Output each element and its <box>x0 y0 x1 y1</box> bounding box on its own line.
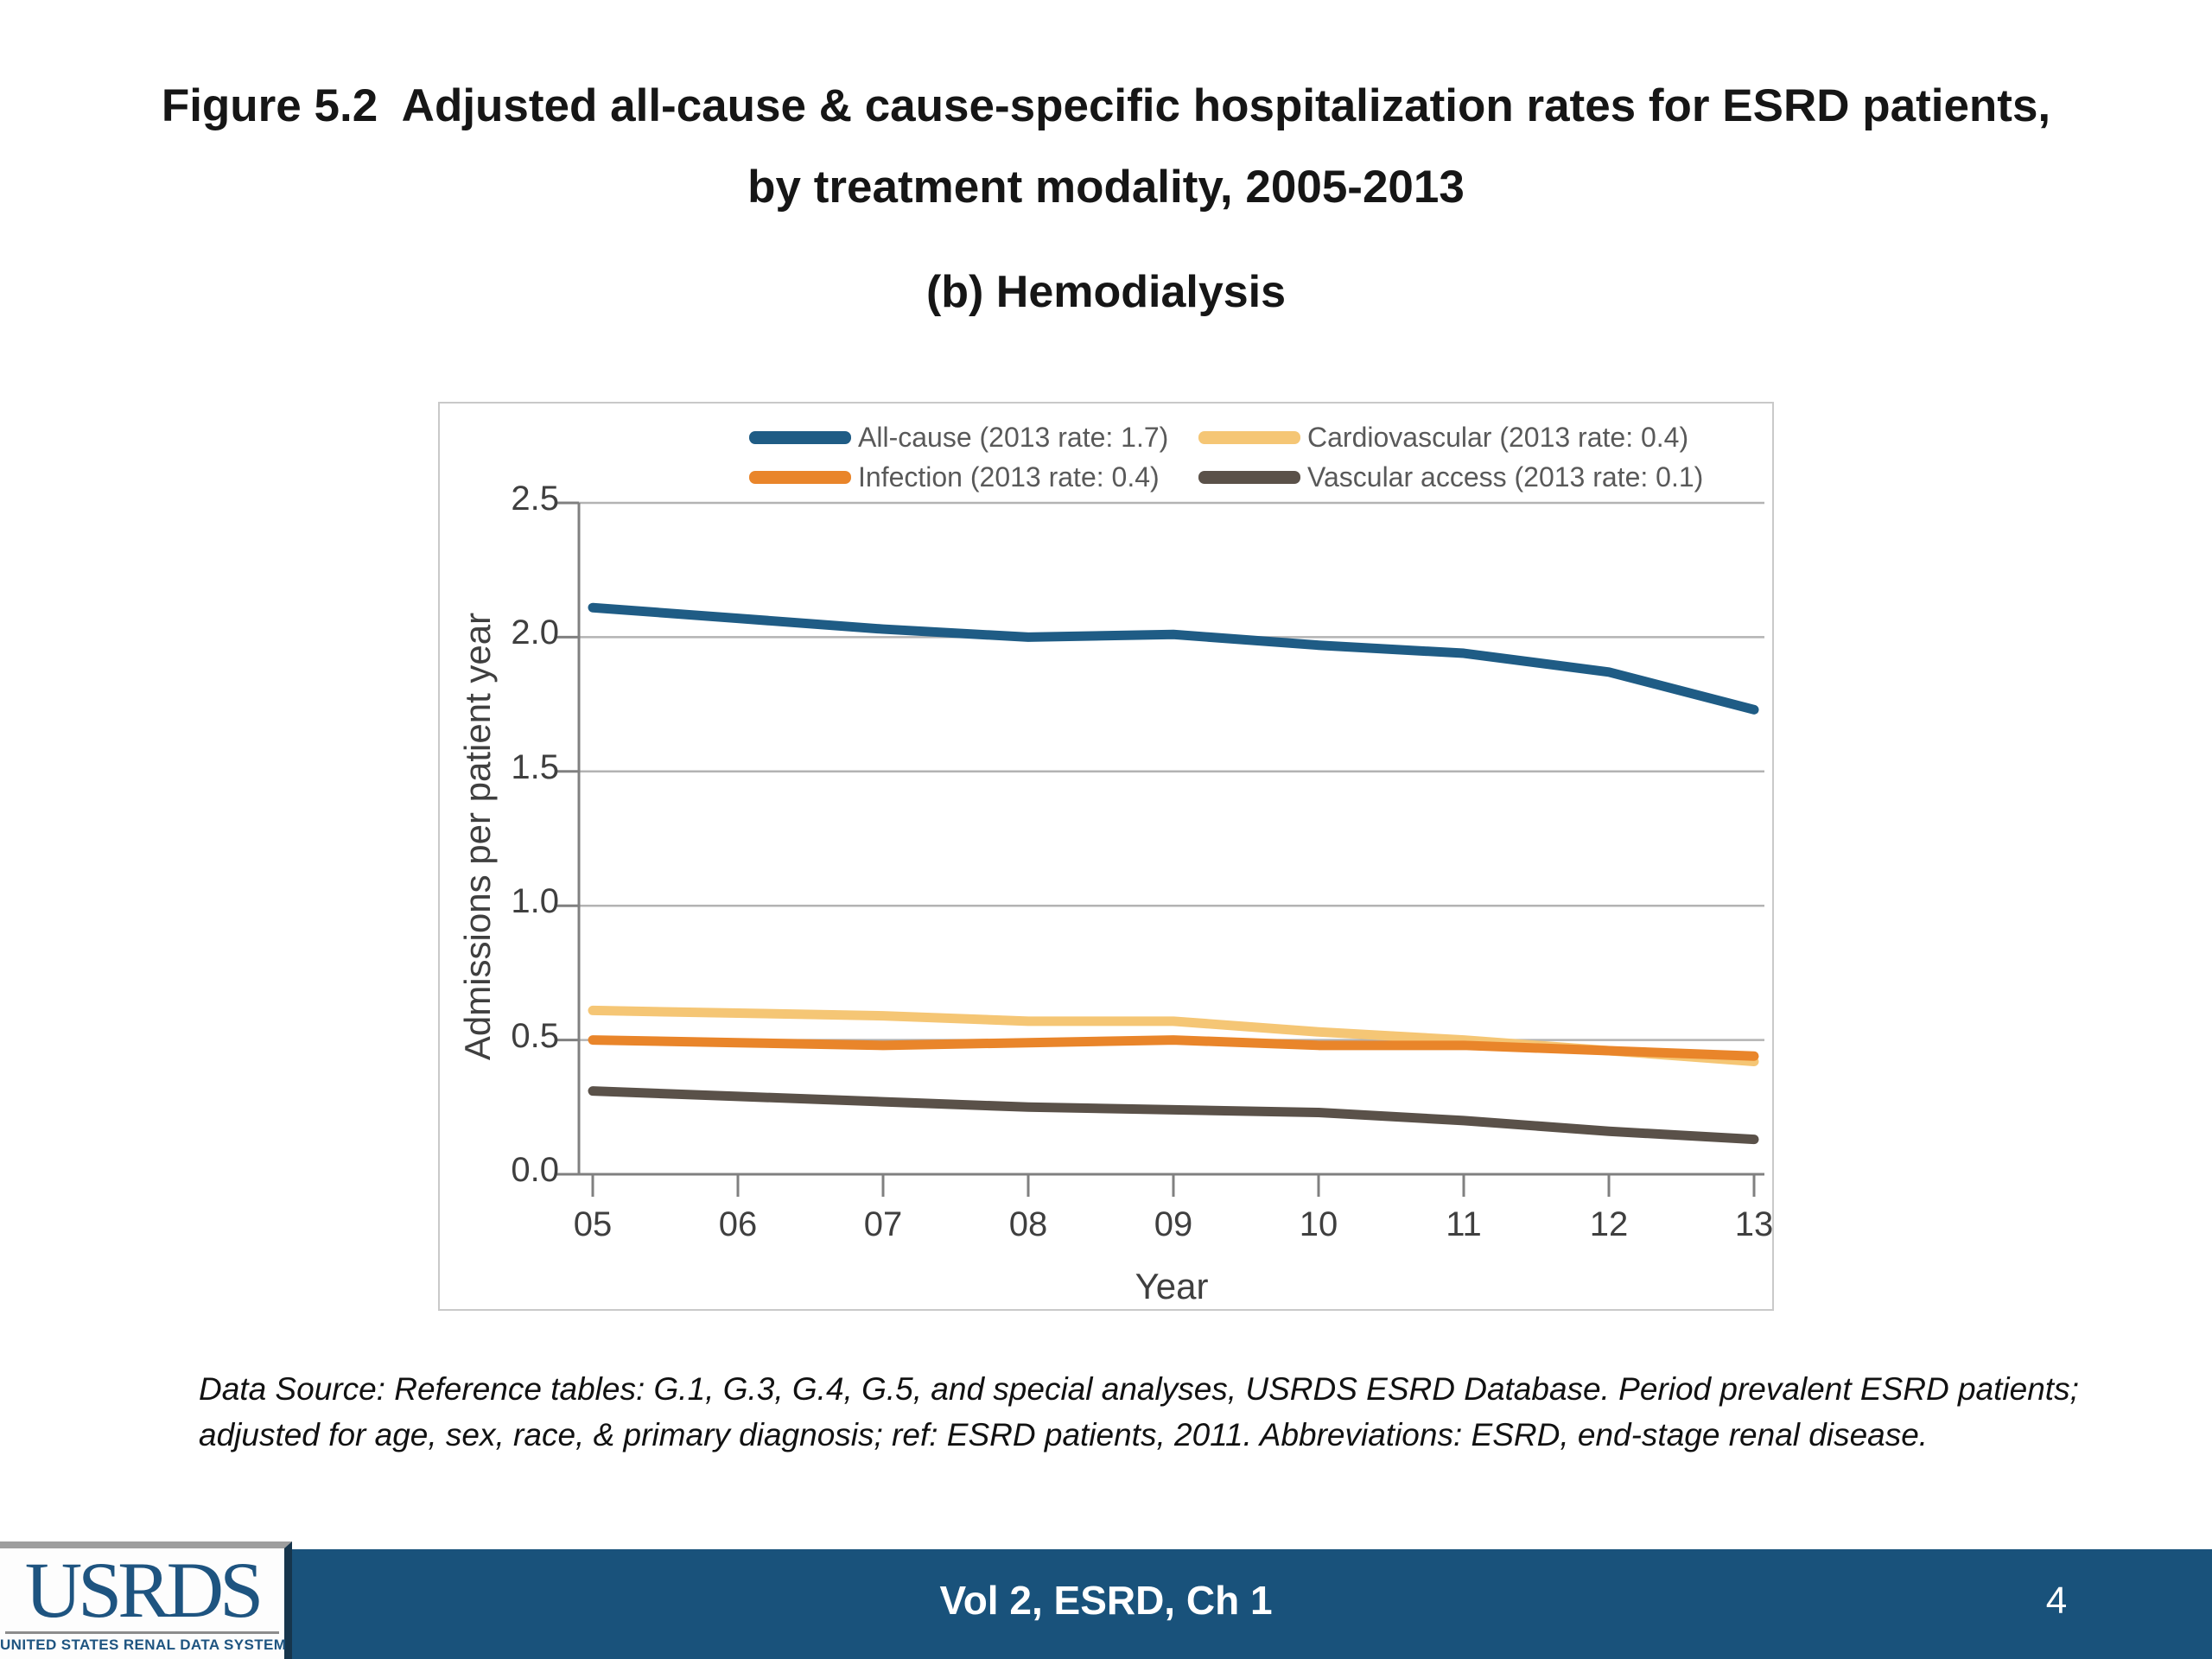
x-axis-title: Year <box>1135 1266 1209 1306</box>
all-cause-line-swatch <box>749 430 851 444</box>
legend-item-infection: Infection (2013 rate: 0.4) <box>749 457 1198 497</box>
usrds-logo: USRDS UNITED STATES RENAL DATA SYSTEM <box>0 1541 292 1659</box>
x-tick-label: 10 <box>1299 1205 1338 1243</box>
legend-label: All-cause (2013 rate: 1.7) <box>858 421 1169 453</box>
x-tick-label: 06 <box>718 1205 758 1243</box>
series-line-2 <box>588 1035 1759 1061</box>
y-tick-label: 2.0 <box>511 613 559 652</box>
usrds-logo-acronym: USRDS <box>24 1546 264 1634</box>
panel-subtitle: (b) Hemodialysis <box>925 267 1287 317</box>
usrds-logo-name: UNITED STATES RENAL DATA SYSTEM <box>0 1637 287 1653</box>
x-tick-label: 09 <box>1154 1205 1193 1243</box>
series-line-3 <box>588 1086 1759 1145</box>
data-source-note: Data Source: Reference tables: G.1, G.3,… <box>199 1371 2079 1452</box>
x-tick-label: 13 <box>1734 1205 1774 1243</box>
chart-legend: All-cause (2013 rate: 1.7) Cardiovascula… <box>749 417 1717 497</box>
usrds-logo-rule <box>5 1631 279 1634</box>
page-number: 4 <box>2045 1580 2068 1622</box>
y-tick-label: 2.5 <box>511 480 559 518</box>
legend-item-all-cause: All-cause (2013 rate: 1.7) <box>749 417 1198 457</box>
x-tick-label: 05 <box>573 1205 613 1243</box>
y-tick-label: 0.5 <box>511 1016 559 1055</box>
footer-bar <box>0 1549 2212 1659</box>
footer-title: Vol 2, ESRD, Ch 1 <box>939 1578 1273 1623</box>
figure-title-line2: by treatment modality, 2005-2013 <box>747 162 1465 213</box>
series-line-0 <box>588 602 1759 715</box>
figure-title-line1: Figure 5.2 Adjusted all-cause & cause-sp… <box>161 80 2051 131</box>
legend-label: Cardiovascular (2013 rate: 0.4) <box>1307 421 1689 453</box>
y-tick-label: 1.0 <box>511 882 559 921</box>
x-tick-label: 12 <box>1589 1205 1629 1243</box>
legend-label: Vascular access (2013 rate: 0.1) <box>1307 461 1704 493</box>
x-tick-label: 08 <box>1008 1205 1048 1243</box>
y-tick-label: 1.5 <box>511 747 559 786</box>
plot-area <box>556 501 1764 1197</box>
legend-item-cardiovascular: Cardiovascular (2013 rate: 0.4) <box>1198 417 1717 457</box>
legend-label: Infection (2013 rate: 0.4) <box>858 461 1160 493</box>
legend-item-vascular-access: Vascular access (2013 rate: 0.1) <box>1198 457 1717 497</box>
cardiovascular-line-swatch <box>1198 430 1300 444</box>
y-tick-label: 0.0 <box>511 1151 559 1189</box>
x-tick-label: 07 <box>863 1205 903 1243</box>
infection-line-swatch <box>749 470 851 484</box>
vascular-access-line-swatch <box>1198 470 1300 484</box>
chart-panel: All-cause (2013 rate: 1.7) Cardiovascula… <box>438 402 1774 1311</box>
x-tick-label: 11 <box>1446 1205 1482 1243</box>
